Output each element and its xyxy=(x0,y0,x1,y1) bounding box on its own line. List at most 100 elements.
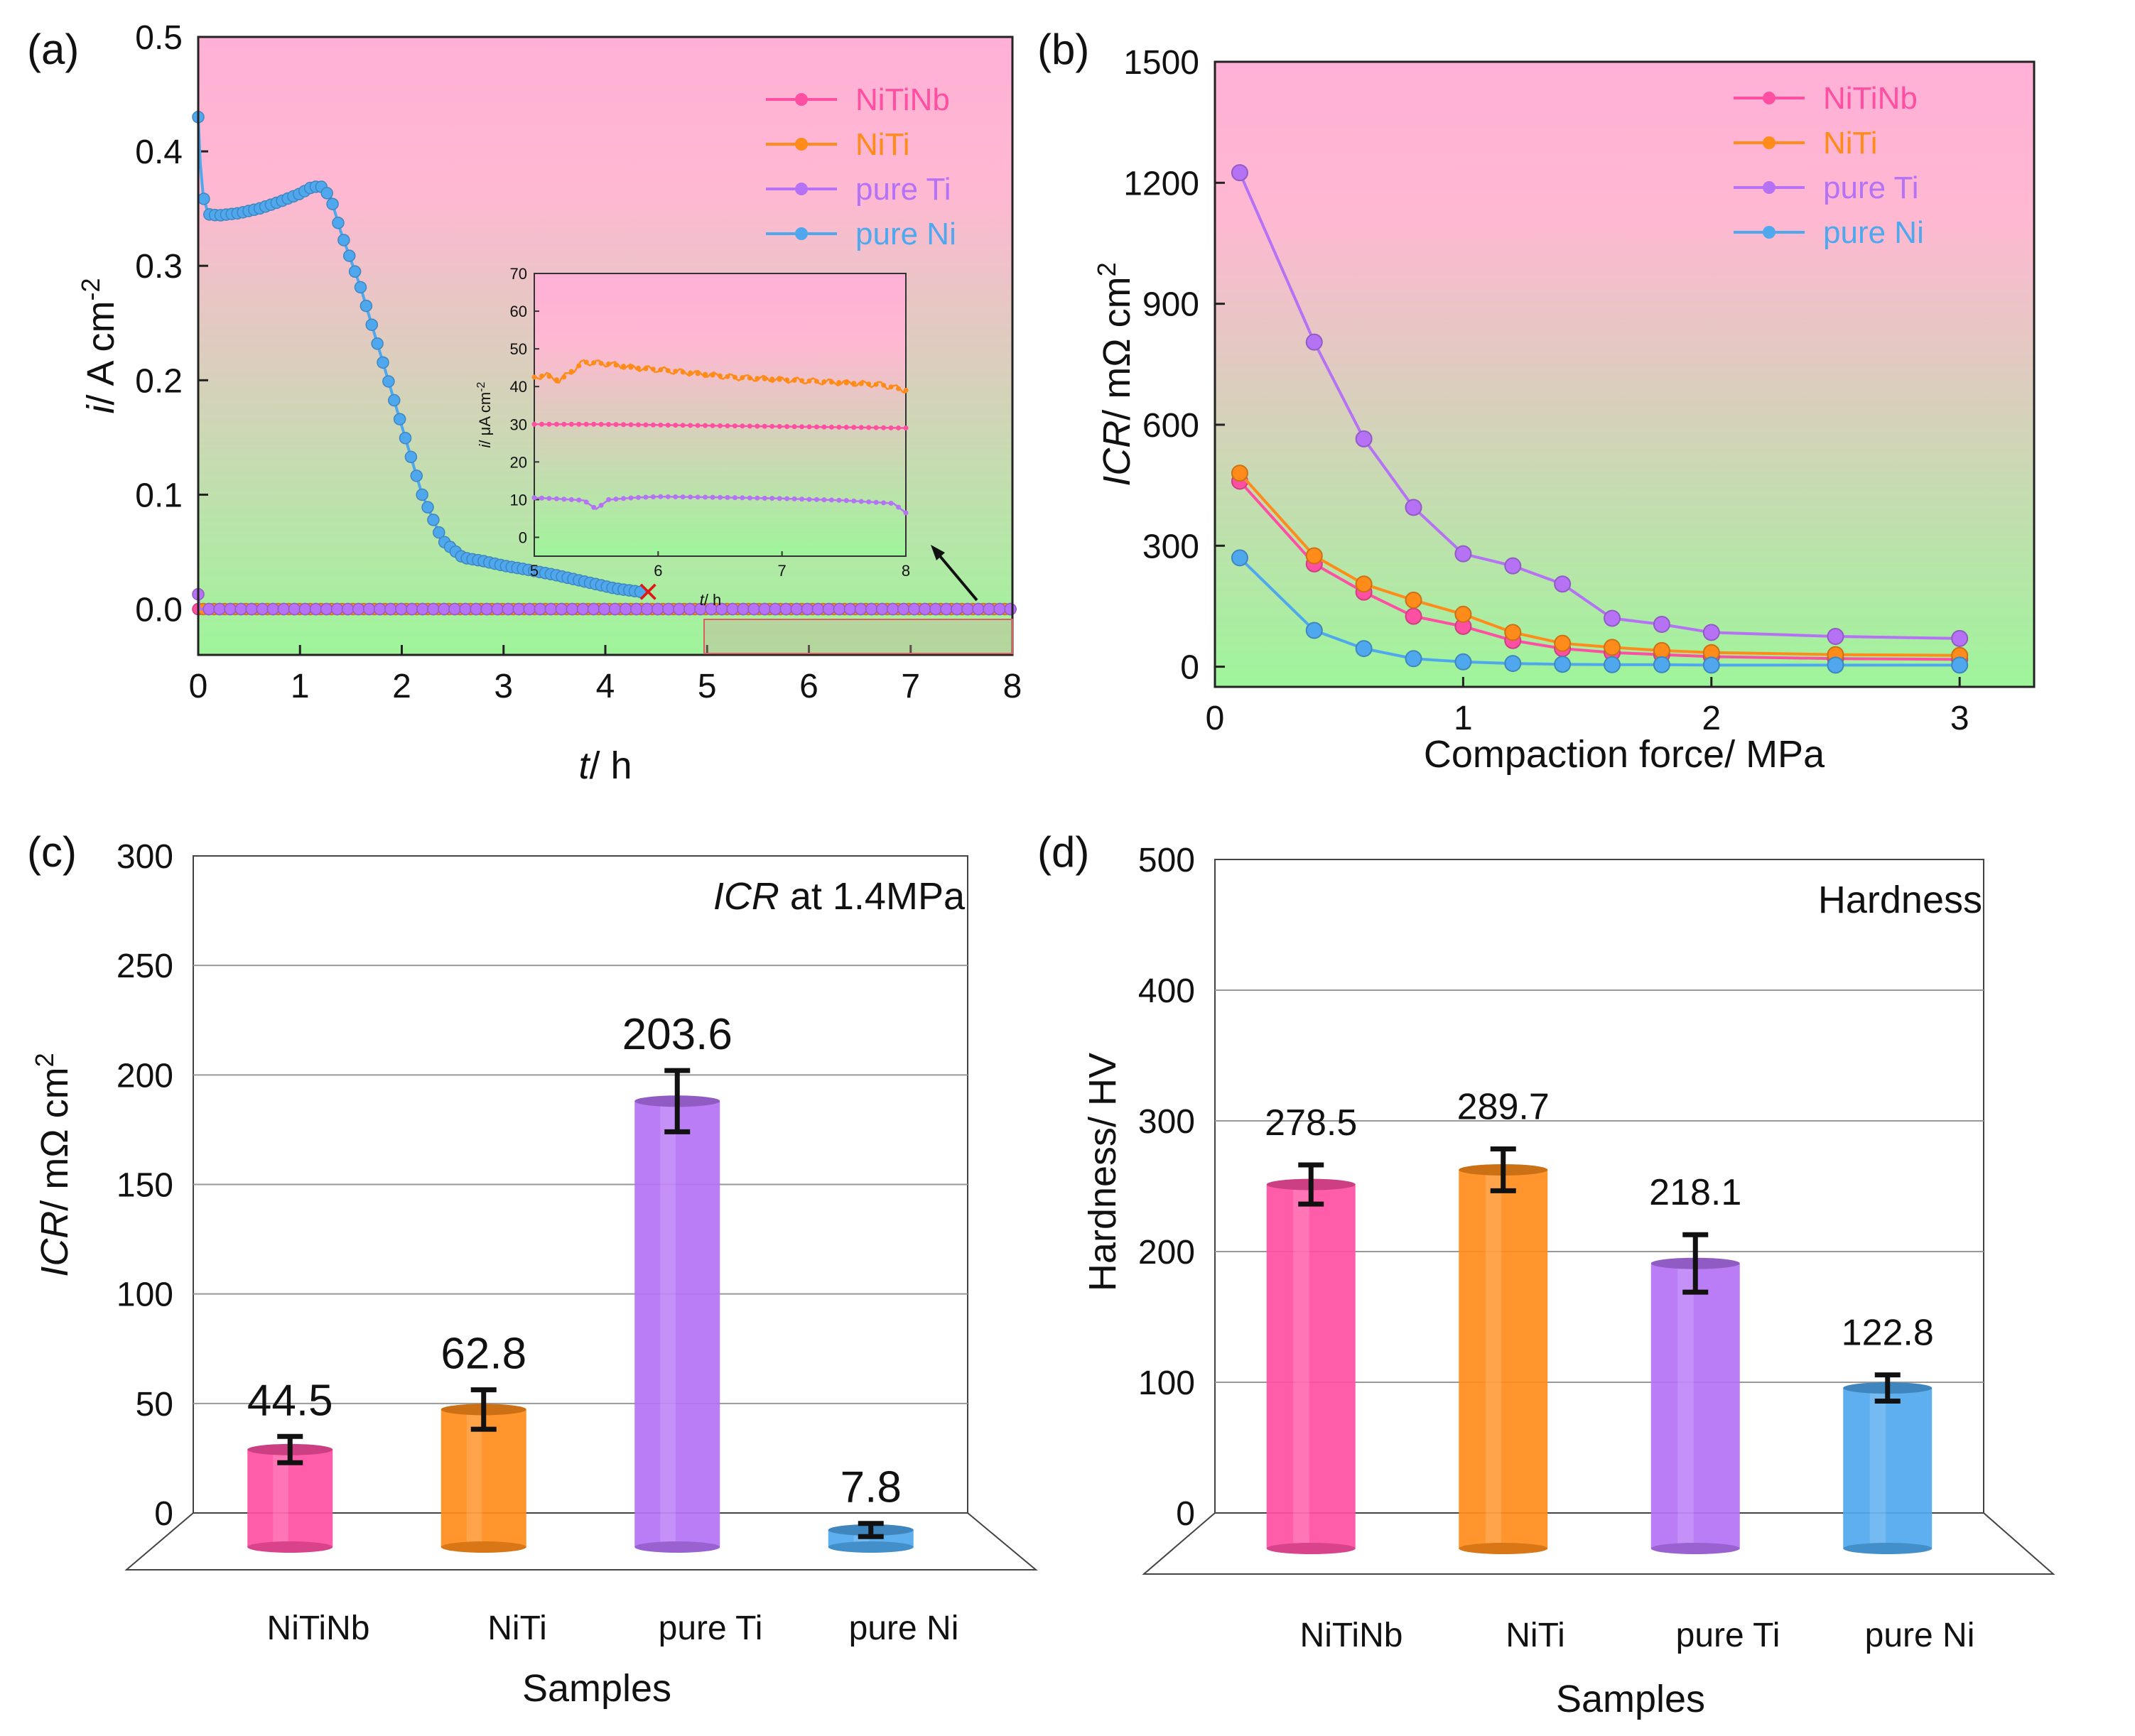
y-tick-label: 1200 xyxy=(1123,165,1199,202)
data-point xyxy=(662,602,675,616)
plot-a-frame xyxy=(197,36,1014,656)
bar-pure-ni: 7.8 pure Ni xyxy=(828,1463,958,1647)
x-tick-label: 0 xyxy=(1206,700,1225,737)
inset-data-point xyxy=(873,425,879,430)
inset-data-point xyxy=(858,499,864,504)
data-point xyxy=(1827,628,1844,646)
inset-data-point xyxy=(740,495,745,501)
data-label: 203.6 xyxy=(622,1010,733,1059)
panel-c: (c) 0 50 100 150 200 250 300 44.5 NiTiNb 62.8 NiTi… xyxy=(27,828,1038,1710)
data-point xyxy=(983,602,995,616)
inset-data-point xyxy=(873,499,879,505)
inset-x-tick-label: 6 xyxy=(654,562,662,580)
x-tick-label: 5 xyxy=(698,668,717,705)
data-point xyxy=(919,602,931,616)
inset-data-point xyxy=(725,423,730,429)
inset-x-tick-label: 7 xyxy=(778,562,787,580)
data-point xyxy=(448,602,461,616)
data-point xyxy=(427,602,440,616)
series-pure-ti xyxy=(192,587,1017,616)
inset-data-point xyxy=(688,494,693,500)
inset-data-point xyxy=(896,386,902,391)
inset-data-point xyxy=(635,494,641,500)
inset-data-point xyxy=(576,363,582,369)
data-point xyxy=(416,488,428,501)
inset-data-point xyxy=(703,371,708,377)
inset-x-tick-label: 5 xyxy=(530,562,539,580)
inset-xlabel: t/ h xyxy=(700,591,722,609)
inset-data-point xyxy=(635,422,641,428)
panel-label-b: (b) xyxy=(1037,26,1089,73)
data-point xyxy=(833,602,846,616)
bar-highlight xyxy=(1485,1169,1502,1548)
y-tick-label: 300 xyxy=(117,838,173,876)
inset-data-point xyxy=(828,379,834,385)
inset-data-point xyxy=(755,495,760,501)
plot-a-xlabel: t/ h xyxy=(578,744,632,787)
data-label: 122.8 xyxy=(1842,1313,1934,1354)
inset-data-point xyxy=(784,377,790,383)
data-point xyxy=(341,602,355,616)
inset-data-point xyxy=(806,497,812,502)
x-tick-label: 3 xyxy=(494,668,513,705)
data-point xyxy=(1554,656,1572,673)
inset-data-point xyxy=(621,496,627,501)
bar-body xyxy=(1459,1169,1548,1548)
inset-data-point xyxy=(710,494,715,500)
bar-base-ellipse xyxy=(1459,1543,1548,1554)
data-point xyxy=(576,602,590,616)
inset-data-point xyxy=(777,496,782,501)
inset-data-point xyxy=(591,421,597,427)
x-tick-label: 2 xyxy=(392,668,411,705)
inset-data-point xyxy=(680,494,686,500)
legend-marker xyxy=(1763,136,1775,149)
data-point xyxy=(298,602,312,616)
data-point xyxy=(555,602,568,616)
data-point xyxy=(330,602,344,616)
data-point xyxy=(769,602,782,616)
data-point xyxy=(908,602,921,616)
failure-marker: × xyxy=(637,571,659,612)
inset-data-point xyxy=(643,366,649,371)
data-point xyxy=(683,602,696,616)
inset-data-point xyxy=(881,382,887,388)
inset-data-point xyxy=(650,422,656,428)
inset-y-tick-label: 50 xyxy=(510,340,527,358)
inset-data-point xyxy=(762,376,767,381)
data-point xyxy=(523,602,536,616)
y-tick-label: 50 xyxy=(136,1386,173,1423)
inset-data-point xyxy=(539,373,544,379)
y-tick-label: 1500 xyxy=(1123,44,1199,82)
series-line-pure-ni xyxy=(1238,556,1960,667)
data-point xyxy=(1454,605,1472,623)
y-tick-label: 300 xyxy=(1138,1103,1195,1141)
bar-highlight xyxy=(1293,1184,1309,1548)
data-point xyxy=(470,602,482,616)
bar-pure-ti: 218.1 pure Ti xyxy=(1649,1172,1780,1654)
data-point xyxy=(1554,575,1572,593)
data-point xyxy=(598,602,611,616)
inset-data-point xyxy=(791,377,797,383)
inset-y-tick-label: 30 xyxy=(510,416,527,433)
data-point xyxy=(362,602,376,616)
inset-data-point xyxy=(553,377,559,383)
inset-data-point xyxy=(703,423,708,428)
plot-a-ylabel: i/ A cm-2 xyxy=(76,278,123,413)
inset-data-point xyxy=(799,497,805,502)
data-point xyxy=(634,585,647,599)
inset-data-point xyxy=(769,496,775,501)
inset-data-point xyxy=(628,495,634,501)
inset-data-point xyxy=(866,499,872,505)
inset-data-point xyxy=(725,374,730,379)
inset-data-point xyxy=(806,378,812,384)
legend-label: NiTiNb xyxy=(855,82,950,117)
legend-label: pure Ti xyxy=(1823,170,1919,205)
inset-series-pure-ti xyxy=(531,494,909,516)
inset-data-point xyxy=(643,494,649,500)
data-point xyxy=(1405,650,1422,668)
bar-nitinb: 44.5 NiTiNb xyxy=(247,1376,370,1647)
bar-base-ellipse xyxy=(440,1541,526,1553)
y-tick-label: 100 xyxy=(117,1276,173,1314)
data-point xyxy=(491,602,504,616)
data-point xyxy=(198,192,210,205)
